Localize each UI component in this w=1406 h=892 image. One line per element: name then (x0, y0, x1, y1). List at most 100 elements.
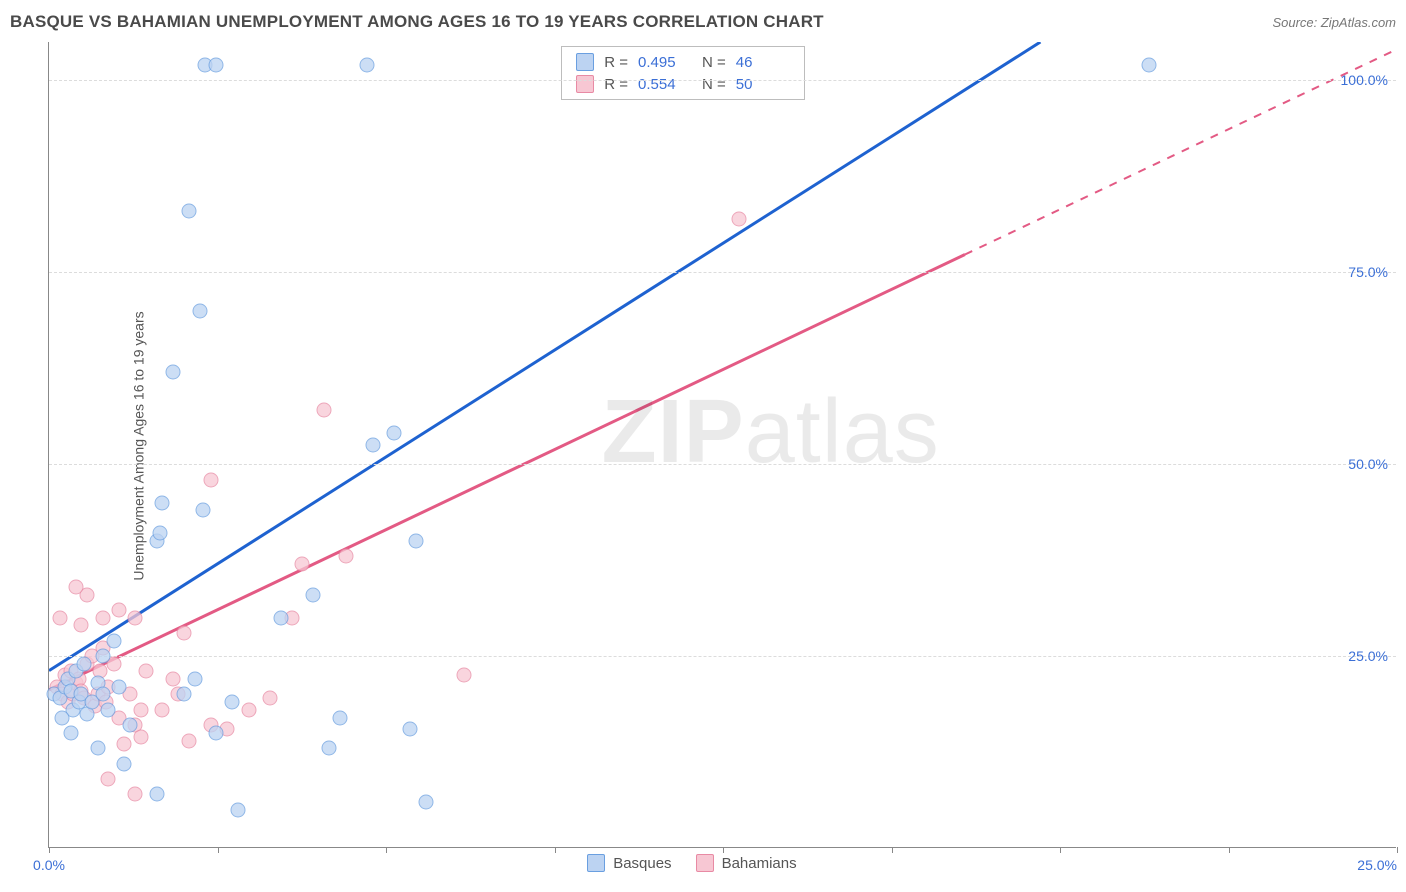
y-tick-label: 100.0% (1341, 72, 1388, 88)
scatter-point (95, 649, 110, 664)
x-tick (1229, 847, 1230, 853)
r-value: 0.554 (638, 76, 692, 93)
source-label: Source: ZipAtlas.com (1272, 15, 1396, 30)
scatter-point (192, 303, 207, 318)
scatter-point (306, 587, 321, 602)
legend-row-bahamians: R = 0.554 N = 50 (562, 73, 804, 95)
scatter-point (230, 802, 245, 817)
scatter-point (77, 656, 92, 671)
scatter-point (209, 58, 224, 73)
scatter-point (360, 58, 375, 73)
x-tick-label: 25.0% (1357, 857, 1397, 873)
gridline (49, 80, 1396, 81)
scatter-point (419, 794, 434, 809)
n-label: N = (702, 76, 726, 93)
scatter-point (295, 556, 310, 571)
r-label: R = (604, 76, 628, 93)
y-tick-label: 75.0% (1348, 264, 1388, 280)
scatter-point (176, 626, 191, 641)
scatter-point (195, 503, 210, 518)
scatter-point (55, 710, 70, 725)
scatter-point (101, 702, 116, 717)
chart-area: ZIPatlas R = 0.495 N = 46 R = 0.554 N = … (48, 42, 1396, 848)
scatter-point (128, 610, 143, 625)
x-tick (892, 847, 893, 853)
gridline (49, 272, 1396, 273)
scatter-point (68, 580, 83, 595)
scatter-point (182, 203, 197, 218)
scatter-point (338, 549, 353, 564)
x-tick-label: 0.0% (33, 857, 65, 873)
scatter-point (316, 403, 331, 418)
x-tick (555, 847, 556, 853)
scatter-point (133, 702, 148, 717)
scatter-point (241, 702, 256, 717)
legend-item-basques: Basques (587, 854, 671, 872)
scatter-point (333, 710, 348, 725)
n-label: N = (702, 54, 726, 71)
swatch-icon (696, 854, 714, 872)
scatter-point (203, 472, 218, 487)
x-tick (49, 847, 50, 853)
scatter-point (155, 702, 170, 717)
scatter-point (117, 756, 132, 771)
swatch-icon (576, 53, 594, 71)
scatter-point (112, 603, 127, 618)
scatter-point (133, 729, 148, 744)
scatter-point (95, 610, 110, 625)
scatter-point (387, 426, 402, 441)
x-tick (723, 847, 724, 853)
watermark: ZIPatlas (602, 381, 940, 484)
swatch-icon (576, 75, 594, 93)
scatter-point (263, 691, 278, 706)
scatter-point (106, 633, 121, 648)
swatch-icon (587, 854, 605, 872)
scatter-point (155, 495, 170, 510)
scatter-point (408, 533, 423, 548)
scatter-point (117, 737, 132, 752)
gridline (49, 464, 1396, 465)
legend-label: Basques (613, 855, 671, 872)
scatter-point (52, 610, 67, 625)
legend-label: Bahamians (722, 855, 797, 872)
trend-lines (49, 42, 1396, 847)
x-tick (1397, 847, 1398, 853)
correlation-legend: R = 0.495 N = 46 R = 0.554 N = 50 (561, 46, 805, 100)
r-value: 0.495 (638, 54, 692, 71)
r-label: R = (604, 54, 628, 71)
x-tick (218, 847, 219, 853)
y-tick-label: 25.0% (1348, 648, 1388, 664)
scatter-point (322, 741, 337, 756)
scatter-point (457, 668, 472, 683)
watermark-light: atlas (745, 382, 940, 482)
scatter-point (90, 741, 105, 756)
scatter-point (112, 679, 127, 694)
scatter-point (95, 687, 110, 702)
scatter-point (365, 438, 380, 453)
x-tick (1060, 847, 1061, 853)
scatter-point (176, 687, 191, 702)
scatter-point (732, 211, 747, 226)
scatter-point (1141, 58, 1156, 73)
scatter-point (225, 695, 240, 710)
scatter-point (403, 722, 418, 737)
gridline (49, 656, 1396, 657)
scatter-point (74, 618, 89, 633)
scatter-point (122, 718, 137, 733)
n-value: 50 (736, 76, 790, 93)
scatter-point (166, 365, 181, 380)
chart-title: BASQUE VS BAHAMIAN UNEMPLOYMENT AMONG AG… (10, 12, 824, 32)
scatter-point (273, 610, 288, 625)
scatter-point (209, 725, 224, 740)
scatter-point (149, 787, 164, 802)
y-tick-label: 50.0% (1348, 456, 1388, 472)
scatter-point (139, 664, 154, 679)
legend-item-bahamians: Bahamians (696, 854, 797, 872)
series-legend: Basques Bahamians (587, 854, 796, 872)
x-tick (386, 847, 387, 853)
n-value: 46 (736, 54, 790, 71)
scatter-point (152, 526, 167, 541)
scatter-point (182, 733, 197, 748)
scatter-point (128, 787, 143, 802)
scatter-point (101, 771, 116, 786)
